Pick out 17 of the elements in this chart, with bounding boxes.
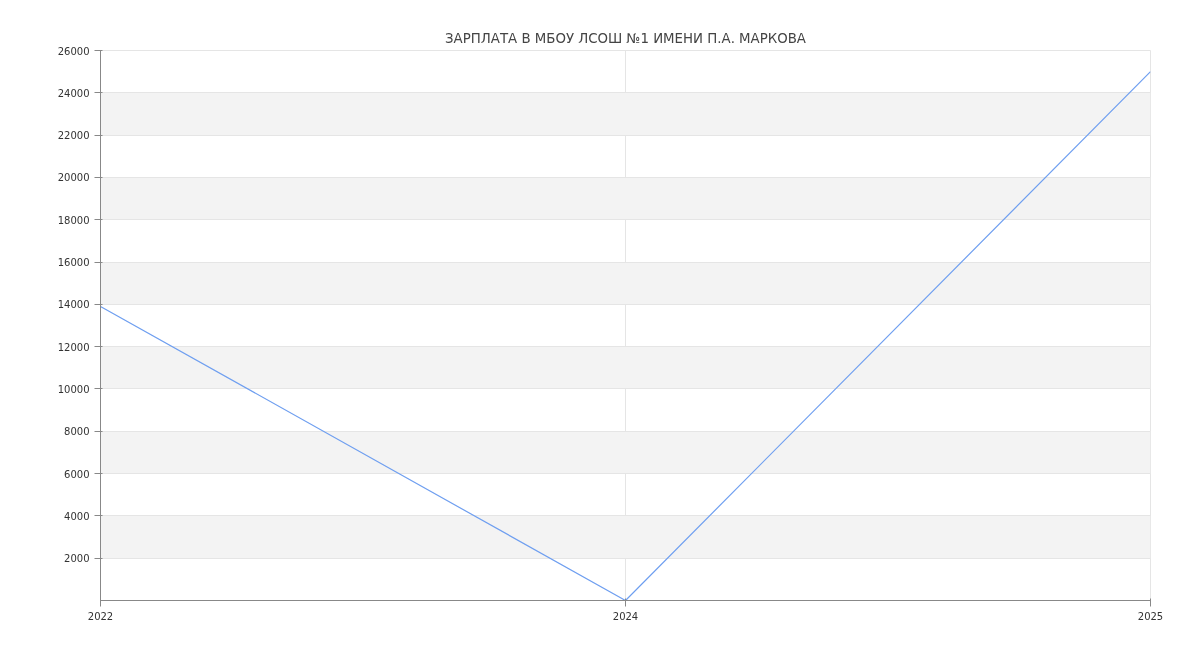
y-tick-label: 16000: [57, 257, 90, 269]
x-tick-label: 2025: [1137, 610, 1164, 622]
y-tick-label: 18000: [57, 214, 90, 226]
y-tick-label: 22000: [57, 130, 90, 142]
y-tick-label: 24000: [57, 87, 90, 99]
x-tick-label: 2024: [612, 610, 639, 622]
y-tick-label: 4000: [64, 510, 90, 522]
chart-title: ЗАРПЛАТА В МБОУ ЛСОШ №1 ИМЕНИ П.А. МАРКОВА: [445, 30, 806, 46]
y-tick-label: 10000: [57, 383, 90, 395]
y-tick-label: 20000: [57, 172, 90, 184]
y-tick-label: 14000: [57, 299, 90, 311]
y-tick-label: 8000: [64, 426, 90, 438]
y-tick-label: 12000: [57, 341, 90, 353]
x-tick-label: 2022: [87, 610, 114, 622]
y-tick-label: 26000: [57, 45, 90, 57]
y-tick-label: 2000: [64, 553, 90, 565]
y-tick-label: 6000: [64, 468, 90, 480]
